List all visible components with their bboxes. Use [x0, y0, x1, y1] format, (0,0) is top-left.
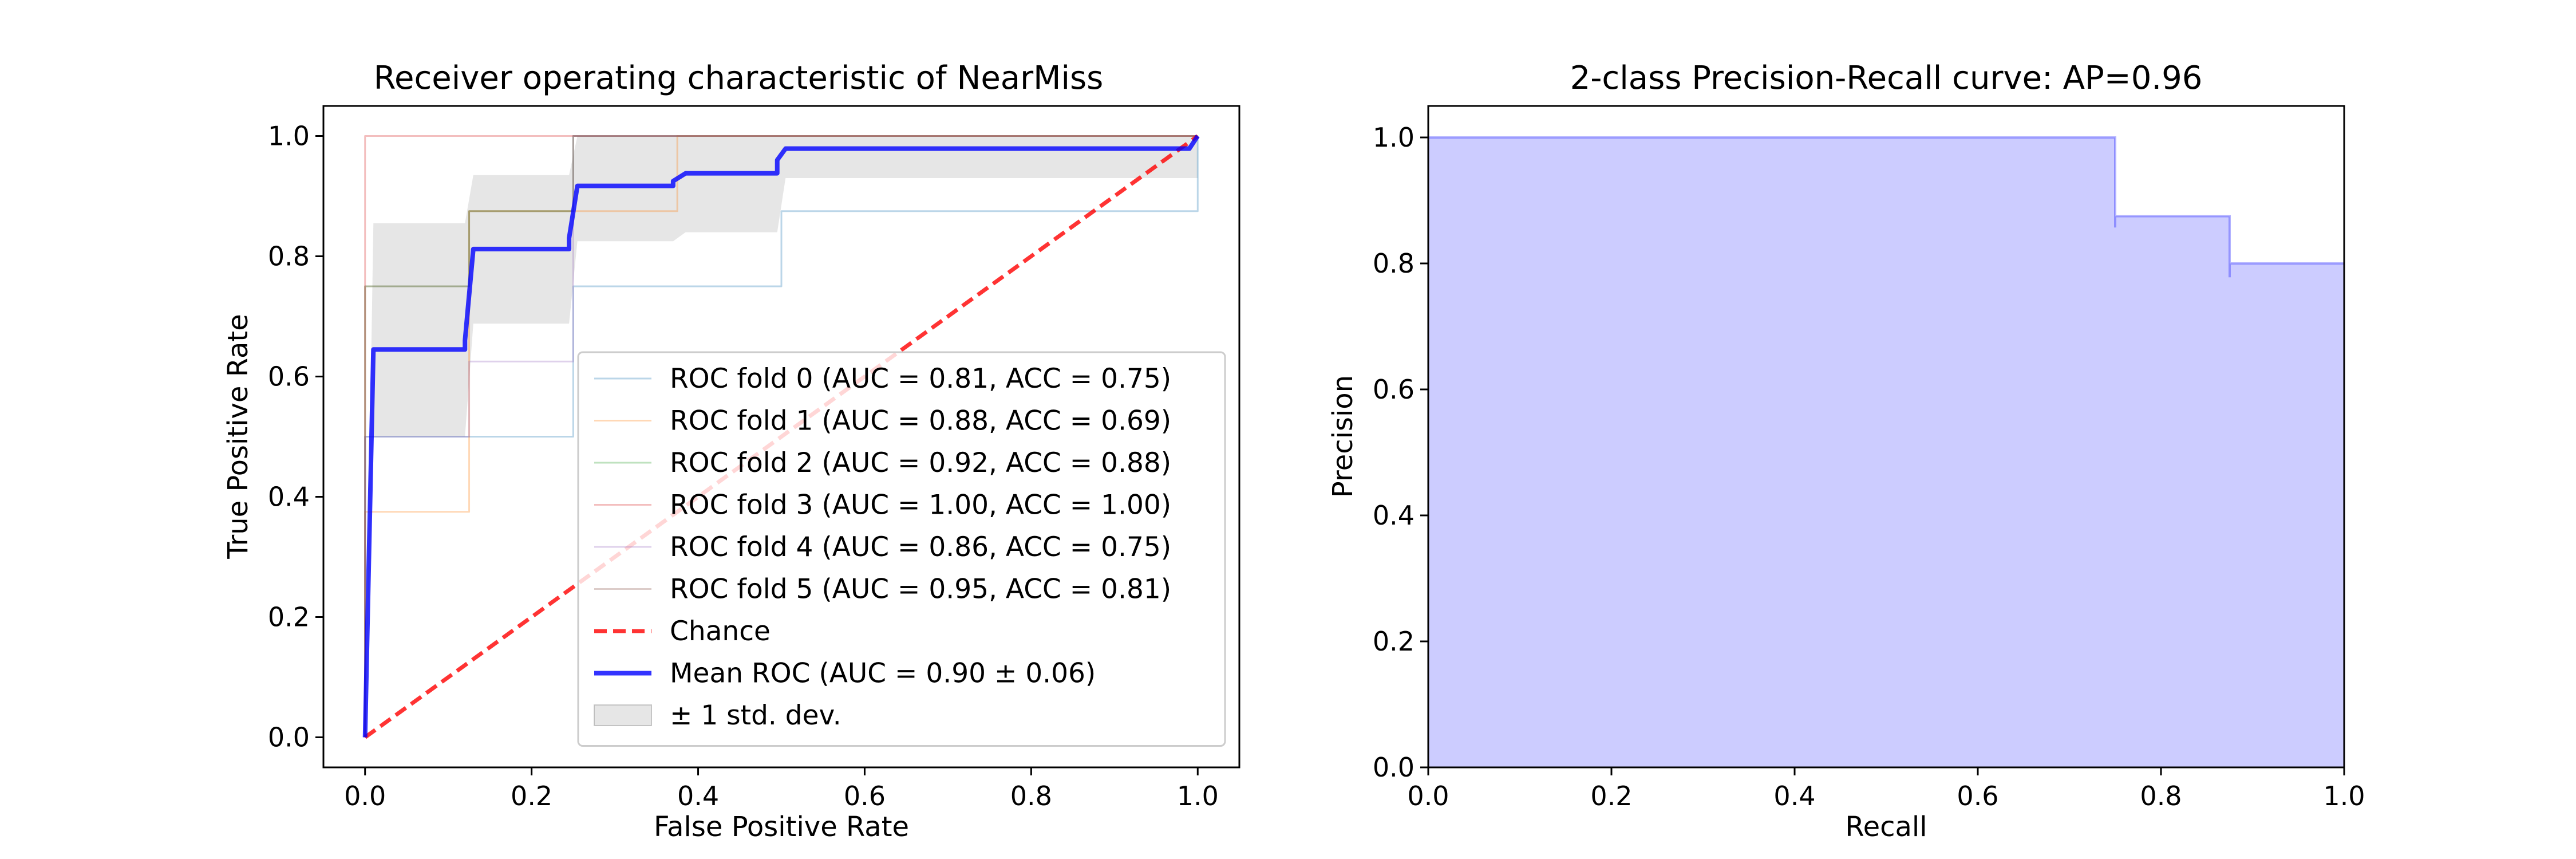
roc-y-ticks: 0.0 0.2 0.4 0.6 0.8 1.0	[268, 121, 323, 753]
roc-y-tick-label: 0.4	[268, 482, 310, 513]
roc-x-tick-label: 0.8	[1010, 781, 1052, 811]
pr-x-tick-label: 1.0	[2323, 781, 2365, 811]
legend-label: ROC fold 2 (AUC = 0.92, ACC = 0.88)	[670, 447, 1171, 479]
legend-label: ROC fold 5 (AUC = 0.95, ACC = 0.81)	[670, 574, 1171, 605]
legend-entry: ROC fold 4 (AUC = 0.86, ACC = 0.75)	[594, 531, 1171, 563]
roc-y-axis-label: True Positive Rate	[222, 314, 254, 559]
legend-label: Mean ROC (AUC = 0.90 ± 0.06)	[670, 658, 1096, 689]
pr-step-line	[1428, 136, 2344, 278]
legend-label: ROC fold 1 (AUC = 0.88, ACC = 0.69)	[670, 405, 1171, 437]
roc-x-tick-label: 0.0	[344, 781, 386, 811]
roc-x-tick-label: 0.6	[844, 781, 886, 811]
roc-y-tick-label: 0.2	[268, 602, 310, 633]
pr-plot: 2-class Precision-Recall curve: AP=0.96 …	[1327, 60, 2365, 843]
legend-label: ROC fold 0 (AUC = 0.81, ACC = 0.75)	[670, 363, 1171, 395]
legend-entry: Chance	[594, 616, 771, 647]
roc-y-tick-label: 0.8	[268, 241, 310, 272]
pr-y-tick-label: 0.6	[1373, 374, 1415, 405]
pr-y-tick-label: 1.0	[1373, 122, 1415, 153]
roc-x-axis-label: False Positive Rate	[654, 811, 909, 843]
series-line-roc-fold-2	[364, 135, 1198, 738]
pr-x-tick-label: 0.6	[1957, 781, 1998, 811]
series-line-roc-fold-5	[364, 135, 1198, 738]
series-line-roc-fold-3	[364, 135, 1198, 738]
legend-entry: ROC fold 1 (AUC = 0.88, ACC = 0.69)	[594, 405, 1171, 437]
legend-box	[577, 351, 1226, 747]
pr-data-layer	[1428, 136, 2344, 767]
roc-plot: Receiver operating characteristic of Nea…	[222, 60, 1240, 843]
series-line-roc-fold-4	[364, 135, 1198, 738]
legend-entry: ROC fold 2 (AUC = 0.92, ACC = 0.88)	[594, 447, 1171, 479]
legend-entry: ROC fold 0 (AUC = 0.81, ACC = 0.75)	[594, 363, 1171, 395]
pr-title: 2-class Precision-Recall curve: AP=0.96	[1570, 60, 2203, 97]
pr-x-axis-label: Recall	[1845, 811, 1927, 843]
pr-axes-frame	[1427, 105, 2345, 769]
pr-y-tick-label: 0.2	[1373, 626, 1415, 657]
legend-label: ROC fold 4 (AUC = 0.86, ACC = 0.75)	[670, 531, 1171, 563]
pr-x-tick-label: 0.0	[1407, 781, 1449, 811]
pr-x-tick-label: 0.2	[1590, 781, 1632, 811]
series-line-roc-fold-0	[364, 136, 1199, 738]
pr-x-tick-label: 0.4	[1773, 781, 1815, 811]
pr-fill-area	[1428, 137, 2344, 767]
pr-y-tick-label: 0.8	[1373, 248, 1415, 279]
roc-legend: ROC fold 0 (AUC = 0.81, ACC = 0.75) ROC f…	[577, 351, 1226, 747]
legend-entry: ROC fold 3 (AUC = 1.00, ACC = 1.00)	[594, 490, 1171, 521]
roc-y-tick-label: 1.0	[268, 121, 310, 152]
series-line-roc-fold-1	[364, 135, 1198, 738]
legend-label: Chance	[670, 616, 771, 647]
pr-x-ticks: 0.0 0.2 0.4 0.6 0.8 1.0	[1407, 767, 2365, 811]
roc-y-tick-label: 0.6	[268, 361, 310, 392]
legend-label: ± 1 std. dev.	[670, 700, 841, 731]
legend-entry: ROC fold 5 (AUC = 0.95, ACC = 0.81)	[594, 574, 1171, 605]
pr-y-tick-label: 0.0	[1373, 752, 1415, 783]
pr-plot-area	[1428, 136, 2344, 767]
pr-y-ticks: 0.0 0.2 0.4 0.6 0.8 1.0	[1373, 122, 1428, 783]
roc-x-tick-label: 0.2	[511, 781, 552, 811]
legend-label: ROC fold 3 (AUC = 1.00, ACC = 1.00)	[670, 490, 1171, 521]
roc-title: Receiver operating characteristic of Nea…	[374, 60, 1104, 97]
series-line-mean-roc	[362, 135, 1200, 738]
roc-y-tick-label: 0.0	[268, 722, 310, 753]
roc-x-tick-label: 0.4	[677, 781, 719, 811]
roc-x-ticks: 0.0 0.2 0.4 0.6 0.8 1.0	[344, 767, 1219, 811]
legend-swatch	[594, 704, 652, 726]
legend-entry: Mean ROC (AUC = 0.90 ± 0.06)	[594, 658, 1096, 689]
roc-x-tick-label: 1.0	[1177, 781, 1219, 811]
pr-x-tick-label: 0.8	[2140, 781, 2182, 811]
pr-y-axis-label: Precision	[1327, 375, 1359, 498]
legend-entry: ± 1 std. dev.	[594, 700, 841, 731]
pr-y-tick-label: 0.4	[1373, 500, 1415, 531]
roc-axes-frame	[322, 105, 1240, 769]
